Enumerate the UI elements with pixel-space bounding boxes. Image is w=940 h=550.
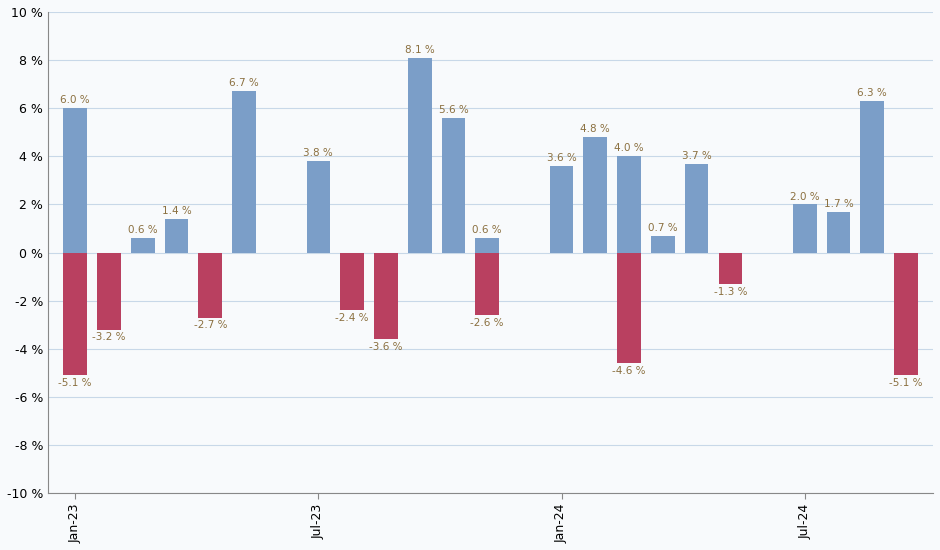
Bar: [894, 252, 917, 375]
Text: -2.7 %: -2.7 %: [194, 321, 227, 331]
Bar: [306, 161, 330, 252]
Text: 3.7 %: 3.7 %: [682, 151, 712, 161]
Bar: [860, 101, 885, 252]
Text: -3.6 %: -3.6 %: [369, 342, 402, 352]
Bar: [618, 156, 641, 252]
Bar: [340, 252, 364, 310]
Text: 0.7 %: 0.7 %: [648, 223, 678, 233]
Bar: [63, 252, 87, 375]
Text: -3.2 %: -3.2 %: [92, 332, 126, 343]
Text: 4.0 %: 4.0 %: [614, 144, 644, 153]
Bar: [826, 212, 851, 252]
Bar: [374, 252, 398, 339]
Text: 6.3 %: 6.3 %: [857, 88, 887, 98]
Bar: [164, 219, 188, 252]
Bar: [131, 238, 154, 252]
Text: 4.8 %: 4.8 %: [580, 124, 610, 134]
Bar: [63, 108, 87, 252]
Text: -1.3 %: -1.3 %: [713, 287, 747, 296]
Text: 1.7 %: 1.7 %: [823, 199, 854, 209]
Bar: [550, 166, 573, 252]
Bar: [685, 163, 709, 252]
Bar: [584, 137, 607, 252]
Bar: [97, 252, 121, 329]
Bar: [232, 91, 256, 252]
Text: 0.6 %: 0.6 %: [128, 225, 158, 235]
Text: 0.6 %: 0.6 %: [473, 225, 502, 235]
Text: 3.6 %: 3.6 %: [547, 153, 576, 163]
Text: -2.4 %: -2.4 %: [336, 313, 368, 323]
Bar: [476, 252, 499, 315]
Text: 6.0 %: 6.0 %: [60, 95, 90, 105]
Text: -5.1 %: -5.1 %: [58, 378, 92, 388]
Bar: [793, 205, 817, 252]
Text: 5.6 %: 5.6 %: [439, 105, 468, 115]
Bar: [718, 252, 743, 284]
Bar: [651, 236, 675, 252]
Bar: [442, 118, 465, 252]
Text: 6.7 %: 6.7 %: [229, 79, 258, 89]
Text: 1.4 %: 1.4 %: [162, 206, 192, 216]
Text: -4.6 %: -4.6 %: [612, 366, 646, 376]
Bar: [198, 252, 222, 317]
Text: 8.1 %: 8.1 %: [405, 45, 434, 55]
Text: 2.0 %: 2.0 %: [790, 191, 820, 201]
Bar: [408, 58, 431, 252]
Text: -2.6 %: -2.6 %: [471, 318, 504, 328]
Bar: [618, 252, 641, 363]
Bar: [476, 238, 499, 252]
Text: 3.8 %: 3.8 %: [304, 148, 334, 158]
Text: -5.1 %: -5.1 %: [889, 378, 923, 388]
